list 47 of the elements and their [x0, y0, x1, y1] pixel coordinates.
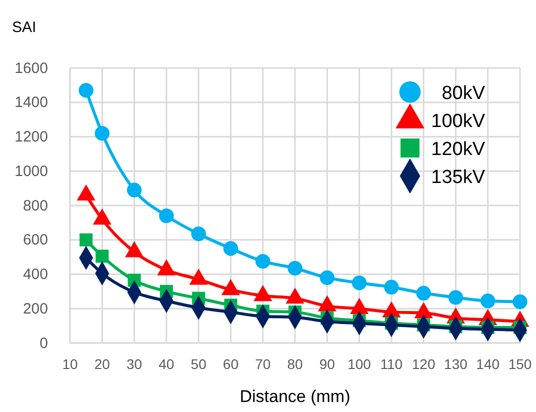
point	[416, 286, 431, 300]
x-tick-label: 90	[319, 356, 336, 372]
y-tick-label: 0	[40, 334, 48, 352]
y-tick-label: 1000	[14, 162, 48, 180]
y-axis-title: SAI	[12, 19, 36, 36]
point	[94, 126, 110, 141]
legend-label: 135kV	[431, 167, 486, 188]
point	[80, 233, 93, 246]
point	[126, 182, 142, 198]
point	[352, 276, 367, 290]
point	[256, 254, 270, 269]
x-tick-label: 80	[287, 356, 303, 372]
point	[288, 260, 302, 276]
y-tick-label: 200	[22, 300, 48, 318]
y-tick-label: 1200	[14, 128, 48, 146]
point	[78, 83, 94, 98]
x-tick-label: 70	[255, 356, 271, 372]
x-tick-label: 140	[476, 356, 500, 372]
legend-label: 80kV	[442, 83, 486, 104]
x-tick-label: 120	[412, 356, 436, 372]
y-tick-label: 600	[22, 232, 48, 249]
x-tick-label: 110	[380, 356, 403, 372]
point	[191, 226, 206, 242]
y-tick-label: 1600	[14, 60, 48, 77]
point	[96, 250, 109, 263]
x-tick-label: 150	[508, 356, 532, 372]
x-tick-label: 100	[348, 356, 372, 372]
x-tick-label: 20	[94, 356, 110, 372]
x-axis-title: Distance (mm)	[240, 387, 350, 406]
point	[320, 270, 334, 286]
point	[512, 294, 528, 310]
y-tick-label: 400	[22, 266, 48, 284]
x-tick-label: 50	[190, 356, 207, 372]
x-tick-label: 60	[222, 356, 239, 372]
point	[159, 208, 174, 224]
y-tick-label: 1400	[14, 94, 48, 112]
x-tick-label: 40	[158, 356, 174, 372]
x-tick-label: 10	[62, 356, 78, 372]
point	[223, 241, 238, 256]
point	[480, 294, 496, 308]
point	[448, 290, 464, 305]
x-tick-label: 130	[444, 356, 468, 372]
point	[384, 280, 399, 294]
legend-label: 120kV	[431, 139, 486, 160]
legend-label: 100kV	[431, 111, 486, 132]
x-tick-label: 30	[126, 356, 142, 372]
y-tick-label: 800	[22, 197, 48, 214]
